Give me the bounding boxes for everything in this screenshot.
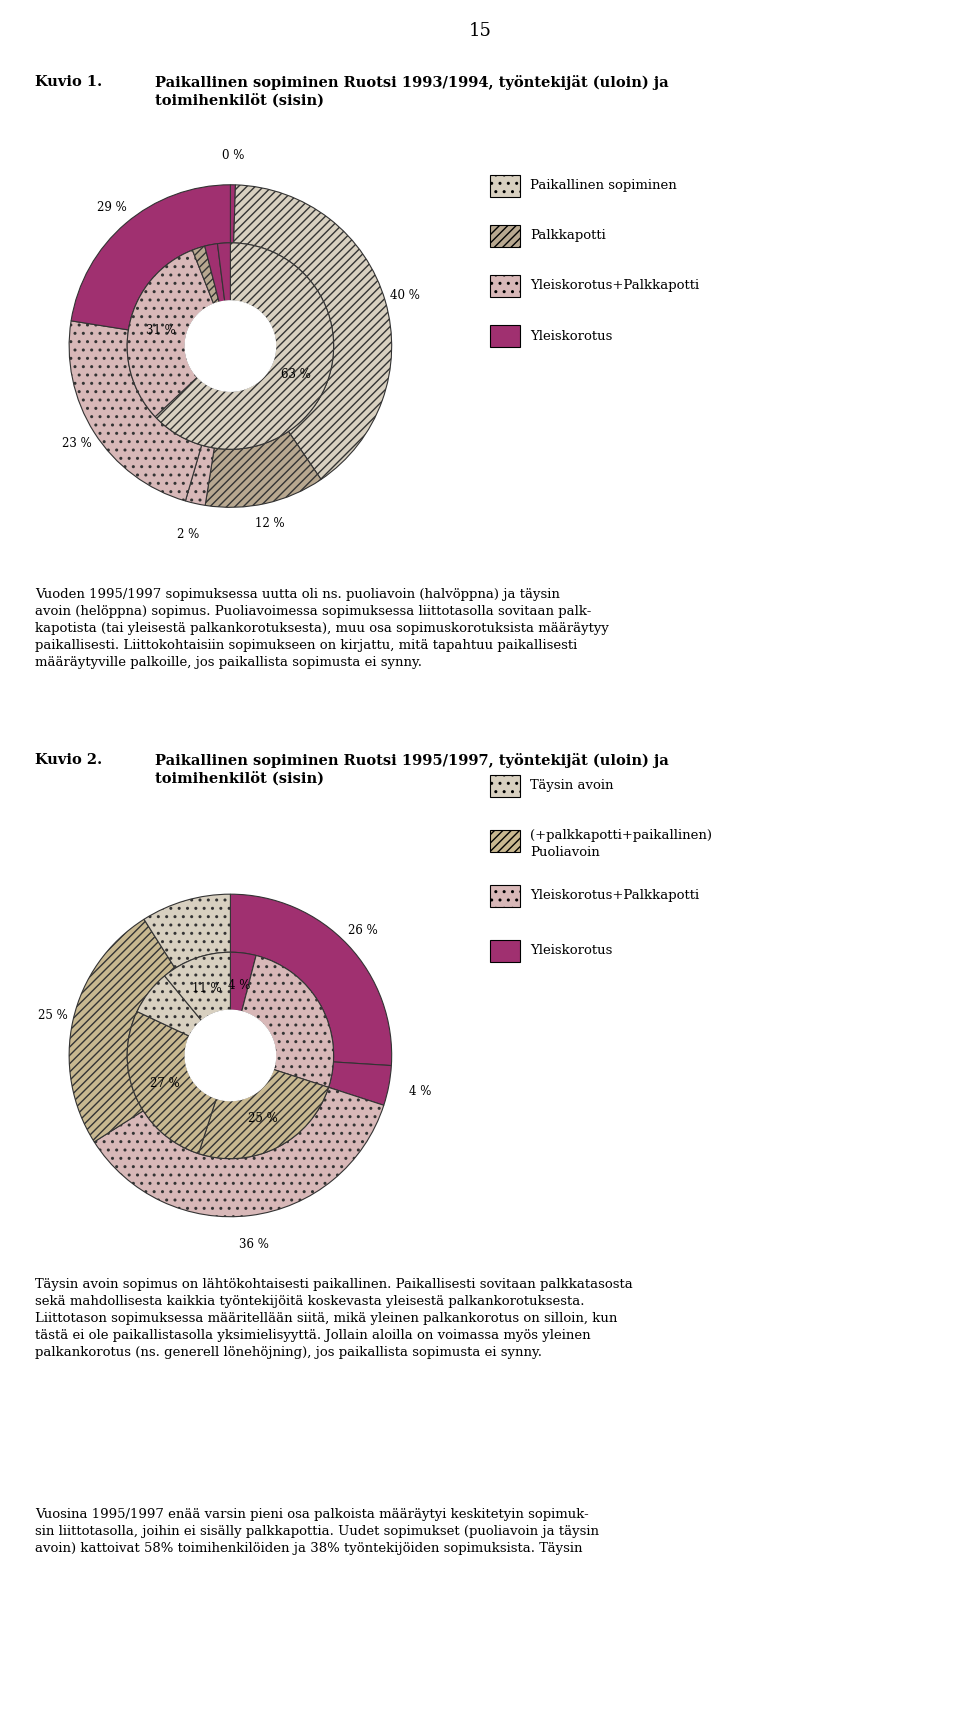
Text: toimihenkilöt (sisin): toimihenkilöt (sisin) <box>155 772 324 785</box>
Wedge shape <box>233 185 392 480</box>
Bar <box>490 324 520 347</box>
Text: Yleiskorotus: Yleiskorotus <box>530 944 612 958</box>
Wedge shape <box>185 445 214 506</box>
Wedge shape <box>230 894 392 1065</box>
Text: 29 %: 29 % <box>97 200 127 214</box>
Bar <box>490 174 520 197</box>
Text: määräytyville palkoille, jos paikallista sopimusta ei synny.: määräytyville palkoille, jos paikallista… <box>35 656 422 670</box>
Text: Vuosina 1995/1997 enää varsin pieni osa palkoista määräytyi keskitetyin sopimuk-: Vuosina 1995/1997 enää varsin pieni osa … <box>35 1509 588 1521</box>
Text: 11 %: 11 % <box>192 982 221 996</box>
Text: Paikallinen sopiminen: Paikallinen sopiminen <box>530 180 677 193</box>
Text: tästä ei ole paikallistasolla yksimielisyyttä. Jollain aloilla on voimassa myös : tästä ei ole paikallistasolla yksimielis… <box>35 1329 590 1343</box>
Wedge shape <box>156 243 334 449</box>
Text: Liittotason sopimuksessa määritellään siitä, mikä yleinen palkankorotus on sillo: Liittotason sopimuksessa määritellään si… <box>35 1312 617 1326</box>
Bar <box>490 775 520 797</box>
Wedge shape <box>127 1011 216 1153</box>
Text: avoin (helöppna) sopimus. Puoliavoimessa sopimuksessa liittotasolla sovitaan pal: avoin (helöppna) sopimus. Puoliavoimessa… <box>35 606 591 618</box>
Bar <box>490 941 520 961</box>
Wedge shape <box>218 243 230 302</box>
Wedge shape <box>242 956 334 1087</box>
Wedge shape <box>94 1087 384 1217</box>
Text: Palkkapotti: Palkkapotti <box>530 230 606 242</box>
Text: 15: 15 <box>468 22 492 40</box>
Wedge shape <box>199 1070 328 1158</box>
Text: kapotista (tai yleisestä palkankorotuksesta), muu osa sopimuskorotuksista määräy: kapotista (tai yleisestä palkankorotukse… <box>35 621 609 635</box>
Bar <box>490 885 520 906</box>
Text: Kuvio 2.: Kuvio 2. <box>35 753 102 766</box>
Text: Kuvio 1.: Kuvio 1. <box>35 74 102 90</box>
Text: 12 %: 12 % <box>255 518 285 530</box>
Text: Yleiskorotus+Palkkapotti: Yleiskorotus+Palkkapotti <box>530 280 699 292</box>
Text: Täysin avoin: Täysin avoin <box>530 780 613 792</box>
Wedge shape <box>205 432 321 507</box>
Bar <box>490 830 520 853</box>
Text: Paikallinen sopiminen Ruotsi 1993/1994, työntekijät (uloin) ja: Paikallinen sopiminen Ruotsi 1993/1994, … <box>155 74 668 90</box>
Text: Täysin avoin sopimus on lähtökohtaisesti paikallinen. Paikallisesti sovitaan pal: Täysin avoin sopimus on lähtökohtaisesti… <box>35 1277 633 1291</box>
Text: 23 %: 23 % <box>61 437 91 450</box>
Circle shape <box>185 300 276 392</box>
Wedge shape <box>144 894 230 968</box>
Text: Yleiskorotus+Palkkapotti: Yleiskorotus+Palkkapotti <box>530 889 699 903</box>
Text: sin liittotasolla, joihin ei sisälly palkkapottia. Uudet sopimukset (puoliavoin : sin liittotasolla, joihin ei sisälly pal… <box>35 1526 599 1538</box>
Text: 26 %: 26 % <box>348 923 378 937</box>
Bar <box>490 274 520 297</box>
Wedge shape <box>164 953 230 1020</box>
Text: paikallisesti. Liittokohtaisiin sopimukseen on kirjattu, mitä tapahtuu paikallis: paikallisesti. Liittokohtaisiin sopimuks… <box>35 639 577 652</box>
Text: 2 %: 2 % <box>177 528 200 542</box>
Wedge shape <box>69 920 175 1143</box>
Text: avoin) kattoivat 58% toimihenkilöiden ja 38% työntekijöiden sopimuksista. Täysin: avoin) kattoivat 58% toimihenkilöiden ja… <box>35 1541 583 1555</box>
Text: 0 %: 0 % <box>222 148 245 162</box>
Text: sekä mahdollisesta kaikkia työntekijöitä koskevasta yleisestä palkankorotuksesta: sekä mahdollisesta kaikkia työntekijöitä… <box>35 1294 585 1308</box>
Text: Puoliavoin: Puoliavoin <box>530 846 600 858</box>
Text: 25 %: 25 % <box>248 1112 277 1125</box>
Text: Paikallinen sopiminen Ruotsi 1995/1997, työntekijät (uloin) ja: Paikallinen sopiminen Ruotsi 1995/1997, … <box>155 753 669 768</box>
Text: 25 %: 25 % <box>37 1010 67 1022</box>
Wedge shape <box>328 1061 392 1105</box>
Text: Yleiskorotus: Yleiskorotus <box>530 330 612 342</box>
Text: 63 %: 63 % <box>280 368 310 381</box>
Wedge shape <box>192 247 219 304</box>
Text: 27 %: 27 % <box>151 1077 180 1091</box>
Text: 4 %: 4 % <box>409 1086 432 1098</box>
Circle shape <box>185 1010 276 1101</box>
Wedge shape <box>71 185 230 330</box>
Text: 36 %: 36 % <box>239 1238 269 1251</box>
Text: 4 %: 4 % <box>228 979 251 991</box>
Bar <box>490 224 520 247</box>
Wedge shape <box>230 185 235 243</box>
Wedge shape <box>230 953 256 1011</box>
Text: 40 %: 40 % <box>391 288 420 302</box>
Text: toimihenkilöt (sisin): toimihenkilöt (sisin) <box>155 93 324 107</box>
Text: (+palkkapotti+paikallinen): (+palkkapotti+paikallinen) <box>530 828 712 842</box>
Text: Vuoden 1995/1997 sopimuksessa uutta oli ns. puoliavoin (halvöppna) ja täysin: Vuoden 1995/1997 sopimuksessa uutta oli … <box>35 589 560 601</box>
Text: 31 %: 31 % <box>146 324 176 337</box>
Wedge shape <box>127 250 214 416</box>
Wedge shape <box>137 975 202 1036</box>
Text: palkankorotus (ns. generell lönehöjning), jos paikallista sopimusta ei synny.: palkankorotus (ns. generell lönehöjning)… <box>35 1346 542 1358</box>
Wedge shape <box>204 243 225 302</box>
Wedge shape <box>69 321 202 501</box>
